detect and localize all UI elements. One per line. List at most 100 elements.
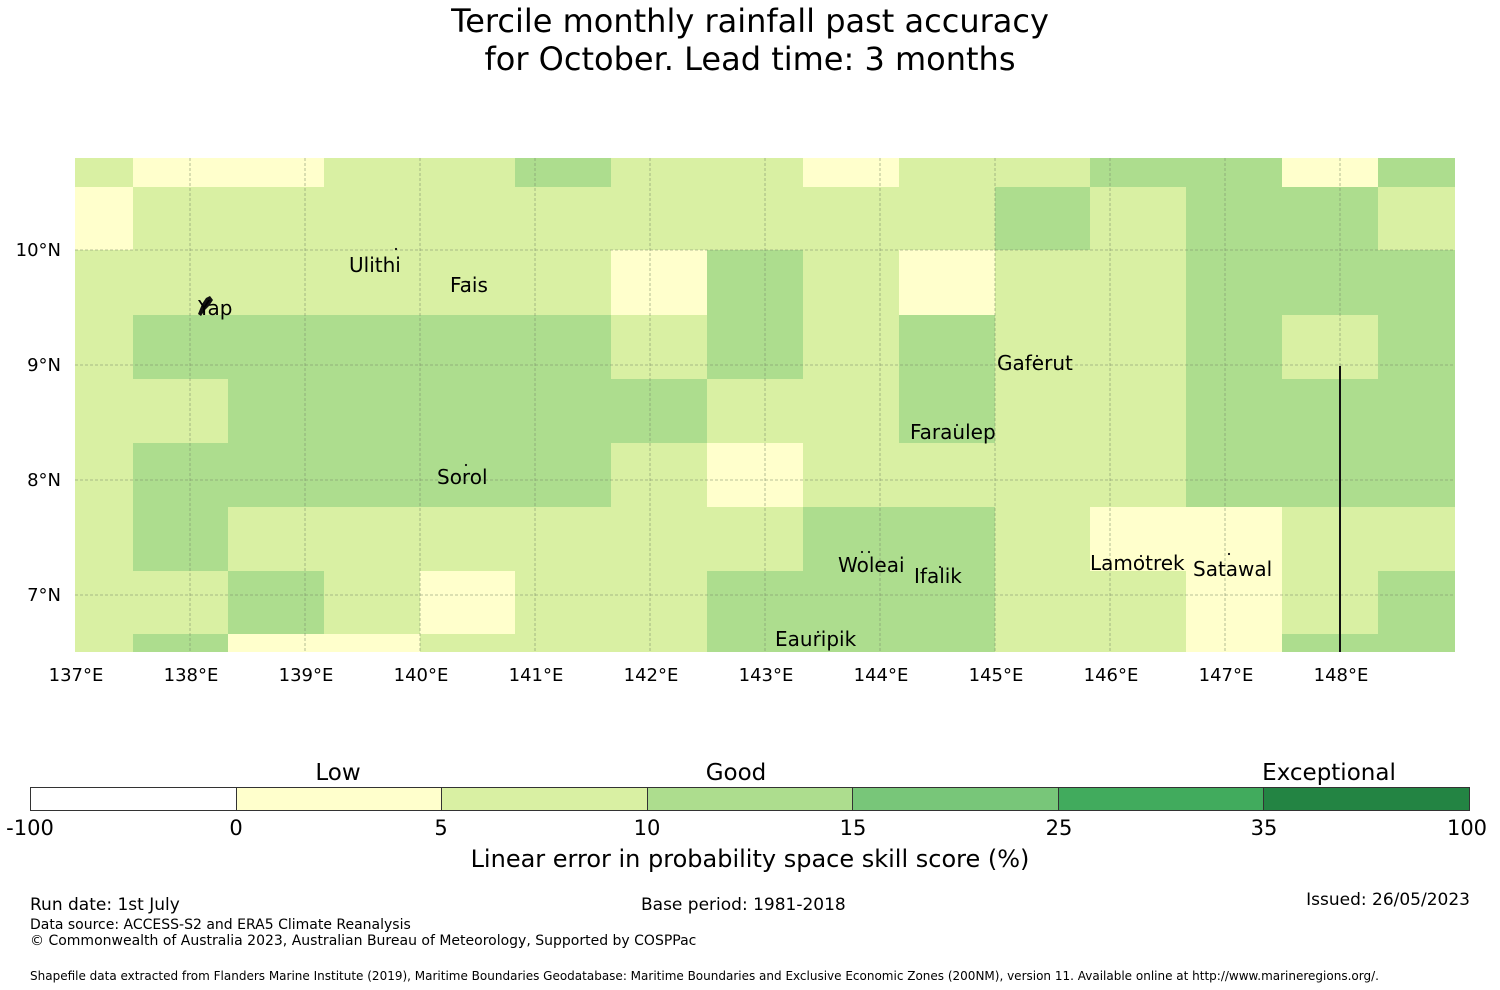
skill-cell xyxy=(228,571,324,634)
colorbar-tick: 5 xyxy=(434,816,448,840)
colorbar-segment xyxy=(647,788,854,810)
lon-label-140e: 140°E xyxy=(394,665,449,686)
skill-cell xyxy=(611,634,707,652)
place-label-ifalik: Ifalik xyxy=(914,564,962,588)
skill-cell xyxy=(75,315,133,379)
skill-cell xyxy=(803,158,899,187)
skill-cell xyxy=(133,443,228,507)
lon-label-137e: 137°E xyxy=(49,665,104,686)
skill-cell xyxy=(324,571,420,634)
skill-cell xyxy=(899,571,995,634)
skill-cell xyxy=(515,250,611,315)
colorbar-segment xyxy=(442,788,648,810)
skill-cell xyxy=(803,507,899,571)
base-period: Base period: 1981-2018 xyxy=(641,895,846,915)
skill-cell xyxy=(515,187,611,250)
skill-cell xyxy=(1186,379,1282,443)
skill-cell xyxy=(1186,443,1282,507)
lat-label-8n: 8°N xyxy=(27,470,61,491)
skill-cell xyxy=(133,250,228,315)
skill-cell xyxy=(324,187,420,250)
skill-cell xyxy=(420,634,515,652)
skill-cell xyxy=(995,187,1090,250)
skill-cell xyxy=(133,507,228,571)
colorbar-label: Linear error in probability space skill … xyxy=(470,845,1030,873)
colorbar-tick: 0 xyxy=(229,816,243,840)
skill-cell xyxy=(1282,571,1378,634)
skill-cell xyxy=(133,634,228,652)
skill-cell xyxy=(324,379,420,443)
skill-cell xyxy=(133,187,228,250)
place-label-sorol: Sorol xyxy=(437,465,488,489)
skill-cell xyxy=(1282,315,1378,379)
colorbar-tick: 15 xyxy=(839,816,867,840)
lon-label-139e: 139°E xyxy=(279,665,334,686)
skill-cell xyxy=(899,507,995,571)
skill-cell xyxy=(803,250,899,315)
colorbar xyxy=(30,787,1470,811)
skill-cell xyxy=(420,158,515,187)
place-label-ulithi: Ulithi xyxy=(349,253,401,277)
colorbar-tick: 25 xyxy=(1045,816,1073,840)
skill-cell xyxy=(803,187,899,250)
island-dot xyxy=(955,423,959,427)
place-label-gaferut: Gaferut xyxy=(997,351,1073,375)
skill-cell xyxy=(75,187,133,250)
skill-cell xyxy=(1186,634,1282,652)
skill-cell xyxy=(1378,250,1455,315)
skill-cell xyxy=(75,158,133,187)
skill-cell xyxy=(1186,158,1282,187)
skill-cell xyxy=(803,571,899,634)
island-dot xyxy=(938,565,942,569)
skill-cell xyxy=(1282,443,1378,507)
skill-map: 10°N 9°N 8°N 7°N 137°E 138°E 139°E 140°E… xyxy=(16,158,1455,686)
colorbar-segment xyxy=(236,788,443,810)
skill-cell xyxy=(75,634,133,652)
island-dot xyxy=(816,630,820,634)
skill-cell xyxy=(995,379,1090,443)
skill-cell xyxy=(324,250,420,315)
island-markers xyxy=(198,247,1231,634)
skill-cell xyxy=(899,315,995,379)
place-label-lamotrek: Lamotrek xyxy=(1090,551,1185,575)
skill-cell xyxy=(75,507,133,571)
lon-label-141e: 141°E xyxy=(509,665,564,686)
skill-cell xyxy=(515,634,611,652)
skill-cell xyxy=(1186,187,1282,250)
skill-cell xyxy=(611,315,707,379)
skill-cell xyxy=(1090,634,1186,652)
skill-cell xyxy=(1378,315,1455,379)
island-dot xyxy=(1227,552,1231,556)
skill-cell xyxy=(515,158,611,187)
skill-cell xyxy=(1090,443,1186,507)
skill-cell xyxy=(420,443,515,507)
skill-cell xyxy=(228,379,324,443)
skill-cell xyxy=(515,379,611,443)
lon-label-143e: 143°E xyxy=(739,665,794,686)
skill-cell xyxy=(707,379,803,443)
island-dot xyxy=(464,463,468,467)
yap-island-shape xyxy=(198,296,213,316)
colorbar-category-low: Low xyxy=(315,760,361,786)
colorbar-tick: 10 xyxy=(633,816,661,840)
skill-cell xyxy=(1282,507,1378,571)
skill-cell xyxy=(995,507,1090,571)
skill-cell xyxy=(899,187,995,250)
skill-cell xyxy=(899,250,995,315)
place-label-yap: Yap xyxy=(197,296,232,320)
skill-cell xyxy=(1282,250,1378,315)
skill-cell xyxy=(995,158,1090,187)
shapefile-credit: Shapefile data extracted from Flanders M… xyxy=(30,969,1379,983)
skill-cell xyxy=(75,379,133,443)
issued-date: Issued: 26/05/2023 xyxy=(1306,890,1470,910)
run-date: Run date: 1st July xyxy=(30,895,180,915)
island-dot xyxy=(1139,554,1143,558)
colorbar-tick: 35 xyxy=(1250,816,1278,840)
skill-cell xyxy=(803,379,899,443)
skill-cell xyxy=(1282,379,1378,443)
skill-cell xyxy=(75,250,133,315)
skill-cell xyxy=(707,250,803,315)
lon-label-145e: 145°E xyxy=(969,665,1024,686)
skill-cell xyxy=(1186,571,1282,634)
lon-label-138e: 138°E xyxy=(164,665,219,686)
